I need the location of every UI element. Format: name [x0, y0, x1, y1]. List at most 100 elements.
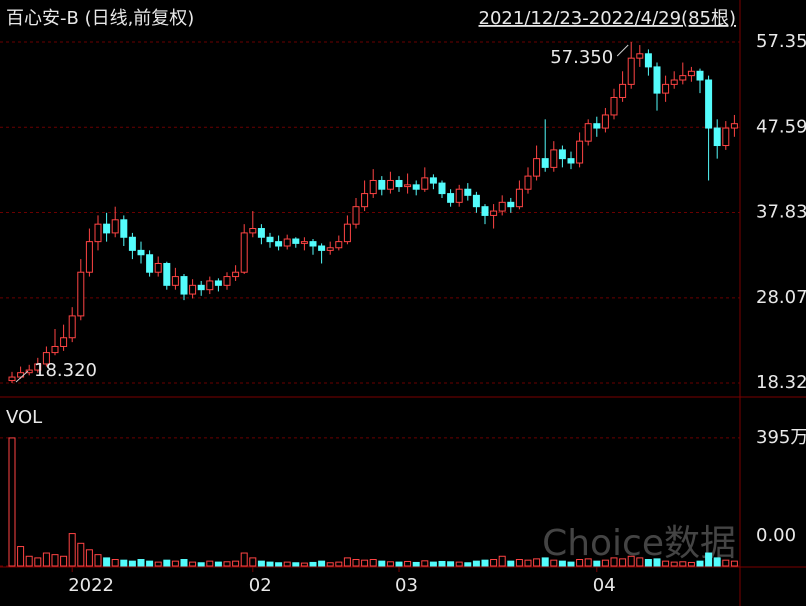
- volume-bar: [662, 560, 670, 567]
- candle-body: [94, 223, 102, 243]
- volume-bar: [404, 560, 412, 567]
- candle-body: [352, 206, 360, 225]
- candle-body: [275, 241, 283, 247]
- candle-body: [232, 271, 240, 278]
- volume-bar: [541, 557, 549, 567]
- watermark: Choice数据: [542, 523, 736, 564]
- volume-bar: [352, 559, 360, 567]
- candle-body: [283, 238, 291, 247]
- volume-bar: [266, 561, 274, 567]
- candle-body: [85, 241, 93, 273]
- candle-body: [395, 179, 403, 188]
- candle-body: [412, 184, 420, 190]
- candle-body: [386, 179, 394, 190]
- volume-bar: [455, 561, 463, 567]
- candle-body: [214, 280, 222, 286]
- volume-bar: [171, 560, 179, 567]
- volume-bar: [206, 560, 214, 567]
- volume-bar: [68, 533, 76, 567]
- volume-bar: [498, 555, 506, 567]
- volume-bar: [111, 559, 119, 567]
- volume-bar: [128, 560, 136, 567]
- candle-body: [34, 363, 42, 371]
- candle-body: [154, 262, 162, 273]
- candle-body: [223, 276, 231, 286]
- volume-bar: [94, 554, 102, 567]
- volume-bar: [197, 562, 205, 567]
- candle-body: [361, 193, 369, 208]
- volume-bar: [713, 557, 721, 567]
- volume-bar: [163, 559, 171, 567]
- candle-body: [128, 236, 136, 251]
- candle-body: [730, 123, 738, 129]
- candle-body: [705, 79, 713, 129]
- volume-bar: [283, 561, 291, 567]
- volume-bar: [636, 557, 644, 567]
- candle-body: [455, 188, 463, 203]
- volume-bar: [300, 562, 308, 567]
- candle-body: [137, 249, 145, 256]
- volume-bar: [137, 559, 145, 567]
- volume-label: VOL: [6, 407, 42, 428]
- volume-bar: [515, 559, 523, 567]
- y-tick-label: 395万: [756, 427, 806, 448]
- volume-bar: [507, 560, 515, 567]
- candle-body: [103, 223, 111, 234]
- y-tick-label: 0.00: [756, 525, 796, 546]
- volume-bar: [103, 557, 111, 567]
- candle-body: [636, 53, 644, 59]
- candle-body: [8, 376, 16, 382]
- volume-bar: [653, 558, 661, 567]
- candle-body: [438, 182, 446, 195]
- volume-bar: [644, 559, 652, 567]
- volume-bar: [335, 561, 343, 567]
- y-tick-label: 57.35: [756, 31, 806, 52]
- volume-bar: [326, 562, 334, 567]
- y-tick-label: 37.83: [756, 202, 806, 223]
- volume-bar: [395, 561, 403, 567]
- candle-body: [180, 276, 188, 295]
- volume-bar: [369, 559, 377, 567]
- volume-bar: [146, 560, 154, 567]
- volume-bar: [412, 561, 420, 567]
- candle-body: [653, 66, 661, 94]
- volume-bar: [257, 560, 265, 567]
- volume-bar: [567, 561, 575, 567]
- volume-bar: [292, 562, 300, 567]
- candle-body: [206, 280, 214, 291]
- candle-body: [670, 79, 678, 85]
- volume-bar: [34, 557, 42, 567]
- y-tick-label: 18.32: [756, 372, 806, 393]
- candle-body: [696, 70, 704, 81]
- volume-bar: [679, 561, 687, 567]
- candle-body: [601, 114, 609, 129]
- annotation: 18.320: [34, 360, 97, 381]
- candle-body: [257, 228, 265, 238]
- candle-body: [627, 57, 635, 85]
- candle-body: [593, 123, 601, 129]
- x-tick-label: 2022: [68, 575, 114, 596]
- volume-bar: [619, 558, 627, 567]
- volume-bar: [558, 560, 566, 567]
- candle-body: [42, 352, 50, 365]
- volume-bar: [386, 561, 394, 567]
- candle-body: [567, 158, 575, 164]
- candle-body: [687, 70, 695, 77]
- volume-bar: [51, 554, 59, 567]
- candle-body: [507, 201, 515, 208]
- candle-body: [472, 194, 480, 208]
- volume-bar: [481, 559, 489, 567]
- candle-body: [249, 228, 257, 234]
- volume-bar: [17, 546, 25, 567]
- candle-body: [25, 369, 33, 374]
- volume-bar: [584, 558, 592, 567]
- candle-body: [464, 188, 472, 196]
- candle-body: [421, 177, 429, 190]
- candle-body: [541, 158, 549, 168]
- candle-body: [369, 179, 377, 195]
- volume-bar: [378, 560, 386, 567]
- candle-body: [679, 75, 687, 81]
- date-range[interactable]: 2021/12/23-2022/4/29(85根): [479, 8, 736, 29]
- annotation-arrow: [15, 370, 29, 383]
